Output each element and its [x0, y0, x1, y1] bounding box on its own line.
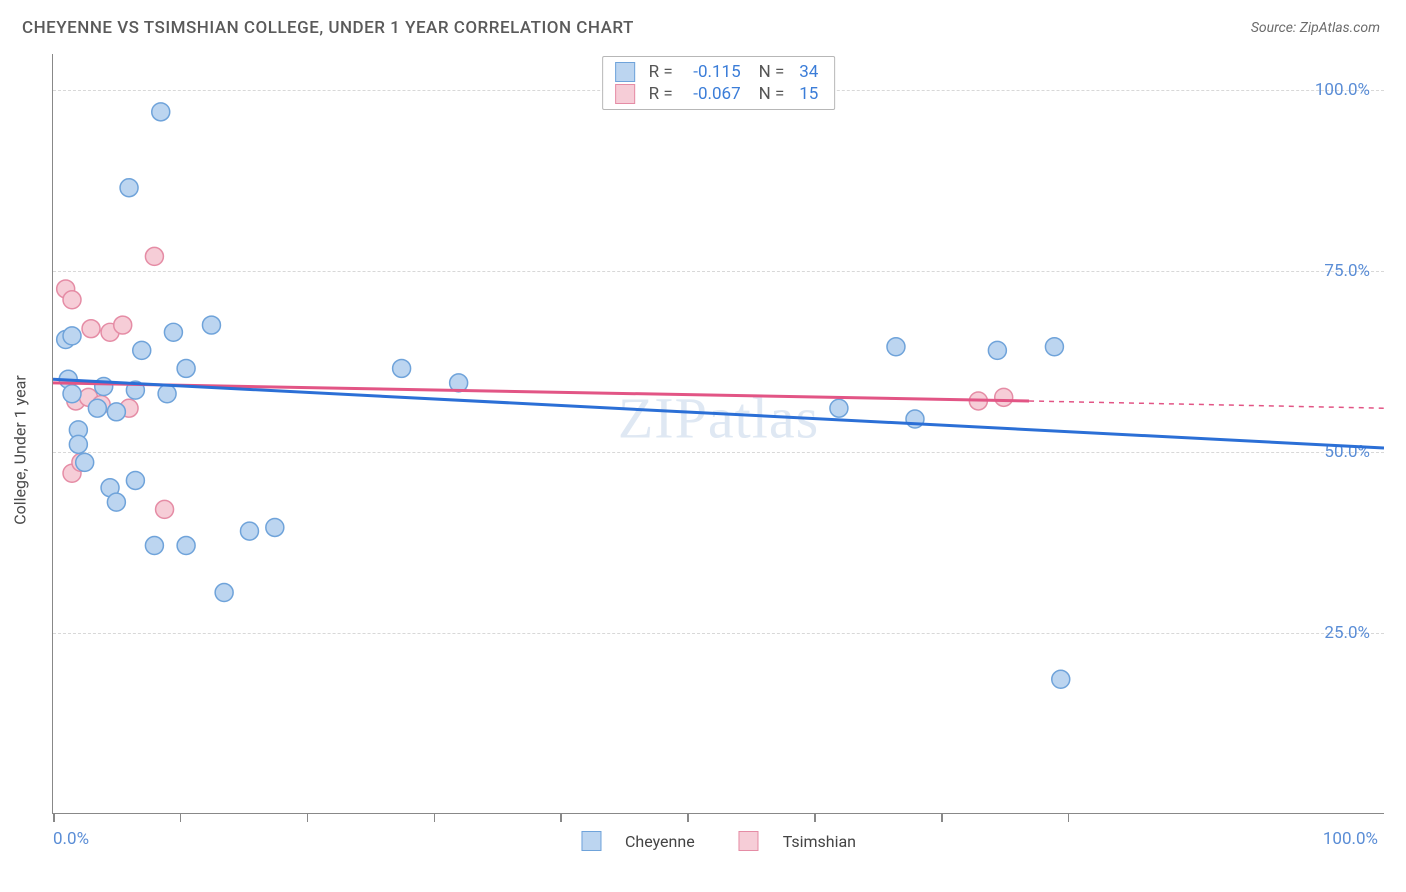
x-tick: [814, 813, 816, 822]
tsimshian-point: [145, 247, 163, 265]
cheyenne-point: [830, 399, 848, 417]
cheyenne-point: [164, 323, 182, 341]
legend-correlation: R = -0.115 N = 34 R = -0.067 N = 15: [602, 56, 836, 110]
r-label: R =: [649, 62, 673, 82]
cheyenne-point: [177, 537, 195, 555]
y-axis-title: College, Under 1 year: [11, 375, 30, 525]
source-name: ZipAtlas.com: [1300, 20, 1380, 36]
cheyenne-point: [988, 341, 1006, 359]
x-tick: [560, 813, 562, 822]
tsimshian-point: [114, 316, 132, 334]
cheyenne-trendline: [53, 379, 1384, 448]
x-label-left: 0.0%: [53, 829, 89, 849]
tsimshian-point: [82, 320, 100, 338]
tsimshian-point: [63, 291, 81, 309]
cheyenne-point: [202, 316, 220, 334]
chart-source: Source: ZipAtlas.com: [1251, 20, 1380, 36]
swatch-tsimshian: [739, 831, 759, 851]
x-tick: [1068, 813, 1070, 822]
tsimshian-point: [156, 500, 174, 518]
chart-svg: [53, 54, 1384, 813]
tsimshian-n-value: 15: [790, 84, 818, 104]
cheyenne-point: [133, 341, 151, 359]
cheyenne-point: [107, 403, 125, 421]
legend-item-cheyenne: Cheyenne: [581, 831, 695, 851]
x-tick: [53, 813, 55, 822]
cheyenne-point: [1052, 670, 1070, 688]
n-label: N =: [759, 62, 785, 82]
cheyenne-point: [1045, 338, 1063, 356]
swatch-cheyenne: [615, 62, 635, 82]
cheyenne-point: [158, 385, 176, 403]
tsimshian-trendline-extrap: [1029, 401, 1384, 408]
plot-wrapper: College, Under 1 year ZIPatlas R = -0.11…: [22, 54, 1384, 846]
cheyenne-point: [266, 518, 284, 536]
cheyenne-point: [63, 327, 81, 345]
x-label-right: 100.0%: [1323, 829, 1378, 849]
cheyenne-point: [215, 584, 233, 602]
x-tick: [941, 813, 943, 822]
r-label: R =: [649, 84, 673, 104]
x-tick: [687, 813, 689, 822]
tsimshian-point: [995, 388, 1013, 406]
swatch-tsimshian: [615, 84, 635, 104]
cheyenne-point: [120, 179, 138, 197]
cheyenne-point: [69, 435, 87, 453]
cheyenne-point: [88, 399, 106, 417]
cheyenne-label: Cheyenne: [625, 832, 695, 851]
cheyenne-point: [126, 471, 144, 489]
cheyenne-point: [107, 493, 125, 511]
tsimshian-label: Tsimshian: [783, 832, 856, 851]
chart-header: CHEYENNE VS TSIMSHIAN COLLEGE, UNDER 1 Y…: [0, 0, 1406, 50]
n-label: N =: [759, 84, 785, 104]
cheyenne-point: [63, 385, 81, 403]
legend-series: Cheyenne Tsimshian: [581, 831, 856, 851]
cheyenne-point: [393, 359, 411, 377]
x-tick: [307, 813, 309, 822]
cheyenne-r-value: -0.115: [679, 62, 741, 82]
cheyenne-point: [240, 522, 258, 540]
x-tick: [180, 813, 182, 822]
legend-row-tsimshian: R = -0.067 N = 15: [615, 84, 819, 104]
cheyenne-point: [152, 103, 170, 121]
plot-area: ZIPatlas R = -0.115 N = 34 R = -0.067 N …: [52, 54, 1384, 814]
swatch-cheyenne: [581, 831, 601, 851]
chart-title: CHEYENNE VS TSIMSHIAN COLLEGE, UNDER 1 Y…: [22, 18, 634, 38]
legend-row-cheyenne: R = -0.115 N = 34: [615, 62, 819, 82]
cheyenne-point: [76, 453, 94, 471]
x-tick: [434, 813, 436, 822]
legend-item-tsimshian: Tsimshian: [739, 831, 856, 851]
cheyenne-n-value: 34: [790, 62, 818, 82]
cheyenne-point: [177, 359, 195, 377]
source-prefix: Source:: [1251, 20, 1300, 36]
tsimshian-r-value: -0.067: [679, 84, 741, 104]
cheyenne-point: [145, 537, 163, 555]
cheyenne-point: [887, 338, 905, 356]
